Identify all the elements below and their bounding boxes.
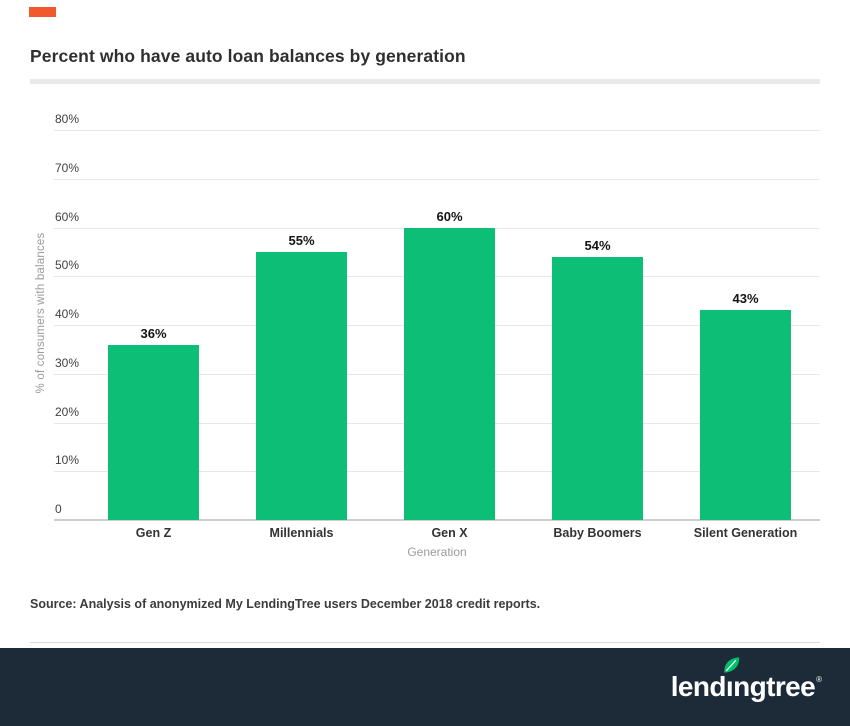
y-tick-label: 0 [55, 502, 62, 516]
page-title: Percent who have auto loan balances by g… [30, 46, 466, 66]
x-axis-title: Generation [407, 545, 467, 559]
y-tick-label: 10% [55, 453, 80, 468]
bar-value-label: 55% [288, 232, 315, 248]
title-divider [30, 79, 820, 84]
footer-divider [30, 642, 820, 643]
logo-text-start: lend [670, 671, 727, 702]
y-tick-label: 20% [55, 404, 80, 419]
x-tick-label: Silent Generation [693, 526, 798, 540]
source-attribution: Source: Analysis of anonymized My Lendin… [30, 597, 541, 611]
y-tick-label: 80% [55, 112, 80, 126]
bar [552, 256, 643, 520]
x-tick-label: Millennials [269, 526, 334, 540]
bar-value-label: 60% [436, 208, 463, 224]
y-tick-label: 40% [55, 307, 80, 321]
bar-value-label: 54% [584, 237, 611, 253]
bar-value-label: 36% [140, 325, 167, 341]
logo-letter-i: ı [724, 657, 740, 702]
x-tick-label: Gen X [431, 526, 468, 540]
x-tick-label: Gen Z [135, 526, 172, 540]
y-axis-title: % of consumers with balances [35, 232, 47, 394]
lendingtree-logo: lend ı ngtree ® [670, 657, 822, 709]
y-tick-label: 70% [55, 160, 80, 175]
brand-accent-mark [29, 7, 56, 17]
y-tick-label: 30% [55, 355, 80, 370]
footer-band: lend ı ngtree ® [0, 648, 850, 726]
bar [256, 251, 347, 520]
gridline [54, 130, 820, 131]
x-tick-label: Baby Boomers [553, 526, 642, 540]
registered-trademark-symbol: ® [816, 675, 822, 684]
bar-chart-plot-area: Generation 0 10% 20% 30% 40% 50% 60% 70% 80% 36% G… [54, 96, 820, 559]
logo-text-end: ngtree [733, 671, 816, 702]
bar-value-label: 43% [732, 291, 759, 307]
gridline [54, 178, 820, 180]
bar [404, 227, 495, 520]
bar [700, 310, 791, 520]
bar [108, 344, 199, 520]
leaf-icon [724, 657, 740, 673]
y-tick-label: 60% [55, 209, 80, 224]
x-axis-line [54, 519, 820, 521]
y-tick-label: 50% [55, 258, 80, 273]
